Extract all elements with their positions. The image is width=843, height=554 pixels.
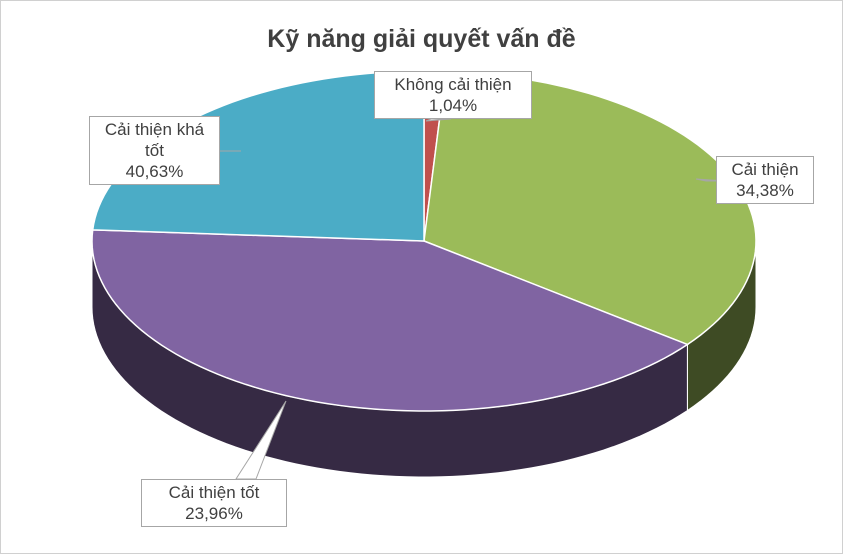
leader bbox=[425, 118, 452, 122]
data-label: Cải thiện khá tốt 40,63% bbox=[89, 116, 220, 185]
data-label: Không cải thiện 1,04% bbox=[374, 71, 532, 119]
label-category: Không cải thiện bbox=[394, 75, 512, 94]
data-label: Cải thiện 34,38% bbox=[716, 156, 814, 204]
label-value: 23,96% bbox=[185, 504, 243, 523]
data-label: Cải thiện tốt 23,96% bbox=[141, 479, 287, 527]
label-value: 40,63% bbox=[125, 162, 184, 181]
label-value: 34,38% bbox=[736, 181, 794, 200]
label-value: 1,04% bbox=[428, 96, 478, 115]
label-category: Cải thiện khá tốt bbox=[104, 120, 205, 160]
pie-slice bbox=[91, 229, 690, 412]
label-category: Cải thiện bbox=[731, 160, 799, 179]
chart-title: Kỹ năng giải quyết vấn đề bbox=[267, 25, 576, 53]
label-category: Cải thiện tốt bbox=[168, 483, 260, 502]
